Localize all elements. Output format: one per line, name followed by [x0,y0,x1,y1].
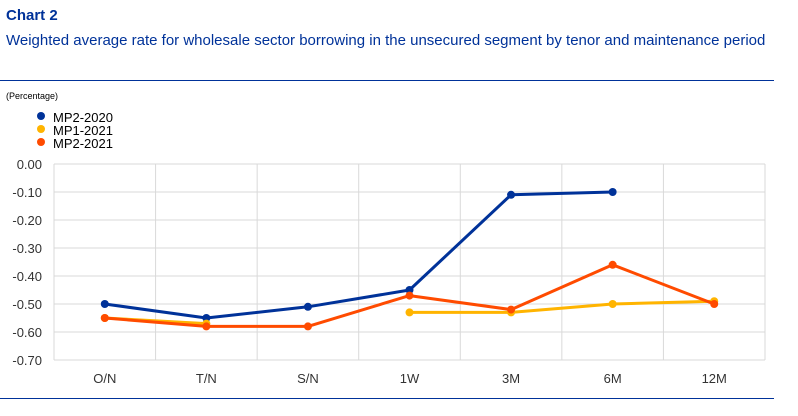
data-point-mp2-2020 [405,286,414,294]
top-divider [0,80,774,81]
series-line-mp1-2021 [409,299,715,314]
legend-label: MP2-2020 [53,110,113,125]
legend-marker-mp2-2020 [37,112,45,120]
data-point-mp2-2020 [202,314,211,322]
x-tick-label: O/N [93,371,116,386]
gridlines [53,163,766,361]
legend-label: MP1-2021 [53,123,113,138]
series-line-mp2-2020 [104,190,613,320]
x-tick-label: 12M [702,371,727,386]
x-tick-label: 1W [400,371,420,386]
y-tick-label: -0.50 [12,297,42,312]
data-point-mp2-2021 [100,314,109,322]
y-tick-label: -0.70 [12,353,42,368]
x-axis: O/N T/N S/N 1W 3M 6M 12M [93,371,727,386]
data-point-mp2-2021 [608,260,617,269]
x-tick-label: 6M [604,371,622,386]
chart-subtitle: Weighted average rate for wholesale sect… [6,32,766,49]
x-tick-label: 3M [502,371,520,386]
bottom-divider [0,398,774,399]
data-point-mp1-2021 [608,300,617,308]
x-tick-label: S/N [297,371,319,386]
y-axis: 0.00 -0.10 -0.20 -0.30 -0.40 -0.50 -0.60 -0.70 [12,157,42,368]
data-point-mp2-2020 [608,188,617,196]
legend-marker-mp1-2021 [37,125,45,133]
y-tick-label: -0.60 [12,325,42,340]
y-tick-label: -0.10 [12,185,42,200]
chart-label: Chart 2 [6,7,58,24]
data-point-mp2-2021 [710,300,719,308]
legend-label: MP2-2021 [53,136,113,151]
data-point-mp2-2021 [303,322,312,331]
data-point-mp2-2021 [507,305,516,314]
unit-label: (Percentage) [6,91,59,101]
data-point-mp2-2020 [100,300,109,308]
plot-series [100,188,719,331]
data-point-mp2-2020 [507,190,516,199]
data-point-mp2-2021 [405,291,414,300]
data-point-mp1-2021 [405,308,414,317]
legend-marker-mp2-2021 [37,138,45,146]
y-tick-label: 0.00 [17,157,42,172]
y-tick-label: -0.30 [12,241,42,256]
data-point-mp2-2020 [303,302,312,311]
y-tick-label: -0.20 [12,213,42,228]
data-point-mp2-2021 [202,322,211,331]
y-tick-label: -0.40 [12,269,42,284]
x-tick-label: T/N [196,371,217,386]
